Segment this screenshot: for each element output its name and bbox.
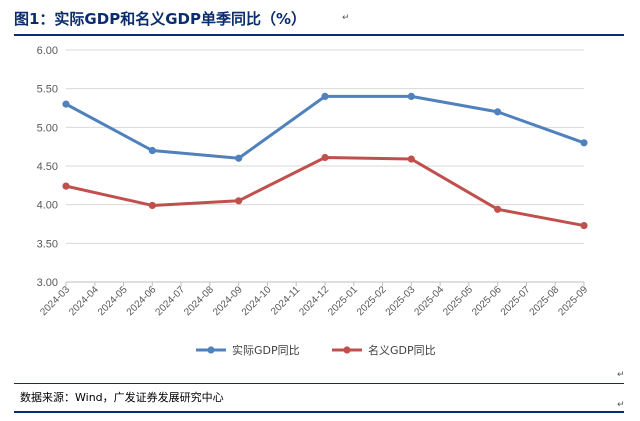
data-point-2: [580, 221, 588, 230]
data-point-2: [407, 155, 415, 163]
data-point-2: [235, 197, 243, 205]
y-tick-label: 5.50: [37, 84, 58, 96]
y-tick-label: 4.50: [37, 161, 58, 173]
y-tick-label: 3.00: [37, 277, 58, 289]
chart-area: 3.00 3.50 4.00 4.50 5.00 5.50 6.00 2024-03 2024-…: [0, 36, 640, 376]
x-tick-label: 2024-06: [125, 284, 159, 318]
bottom-divider: [14, 411, 624, 413]
data-point-1: [494, 108, 502, 116]
legend-marker-1: [207, 346, 215, 354]
x-tick-label: 2025-09: [556, 284, 590, 318]
figure-title: 图1：实际GDP和名义GDP单季同比（%）: [14, 10, 306, 28]
x-tick-label: 2025-07: [499, 284, 533, 318]
x-tick-label: 2025-05: [441, 284, 475, 318]
x-tick-label: 2024-08: [182, 284, 216, 318]
paragraph-mark-icon: ↵: [617, 370, 625, 380]
data-point-1: [235, 154, 243, 162]
data-point-1: [321, 92, 329, 100]
data-point-2: [321, 153, 329, 162]
x-tick-label: 2024-05: [96, 284, 130, 318]
data-point-1: [62, 100, 70, 108]
series-line-2: [65, 155, 585, 228]
data-point-1: [148, 146, 156, 155]
y-tick-label: 6.00: [37, 45, 58, 57]
data-point-1: [407, 92, 415, 100]
line-chart: 3.003.504.004.505.005.506.002024-032024-…: [37, 45, 591, 357]
x-tick-label: 2025-03: [384, 284, 418, 318]
x-tick-label: 2024-11: [269, 284, 303, 318]
paragraph-mark-icon: ↵: [342, 13, 350, 23]
data-point-2: [62, 182, 70, 190]
data-point-1: [580, 139, 588, 147]
y-tick-label: 5.00: [37, 122, 58, 134]
source-divider: [14, 383, 624, 384]
x-tick-label: 2025-01: [326, 284, 360, 318]
x-tick-label: 2025-02: [355, 284, 389, 318]
legend-label: 实际GDP同比: [232, 343, 300, 357]
paragraph-mark-icon: ↵: [617, 400, 625, 410]
y-tick-label: 4.00: [37, 200, 58, 212]
y-tick-label: 3.50: [37, 238, 58, 250]
data-point-2: [148, 201, 156, 210]
data-point-2: [494, 205, 502, 213]
x-tick-label: 2024-12: [297, 284, 331, 318]
x-tick-label: 2024-07: [154, 284, 188, 318]
x-tick-label: 2024-09: [211, 284, 245, 318]
x-tick-label: 2024-03: [38, 284, 72, 318]
figure-title-bar: 图1：实际GDP和名义GDP单季同比（%） ↵: [0, 0, 640, 34]
x-tick-label: 2025-04: [413, 284, 447, 318]
x-tick-label: 2024-10: [240, 284, 274, 318]
source-note: 数据来源：Wind，广发证券发展研究中心: [20, 391, 224, 404]
legend-label: 名义GDP同比: [368, 343, 436, 357]
x-tick-label: 2024-04: [67, 284, 101, 318]
title-divider: [14, 34, 624, 36]
x-tick-label: 2025-08: [528, 284, 562, 318]
legend-marker-2: [343, 346, 351, 354]
x-tick-label: 2025-06: [470, 284, 504, 318]
